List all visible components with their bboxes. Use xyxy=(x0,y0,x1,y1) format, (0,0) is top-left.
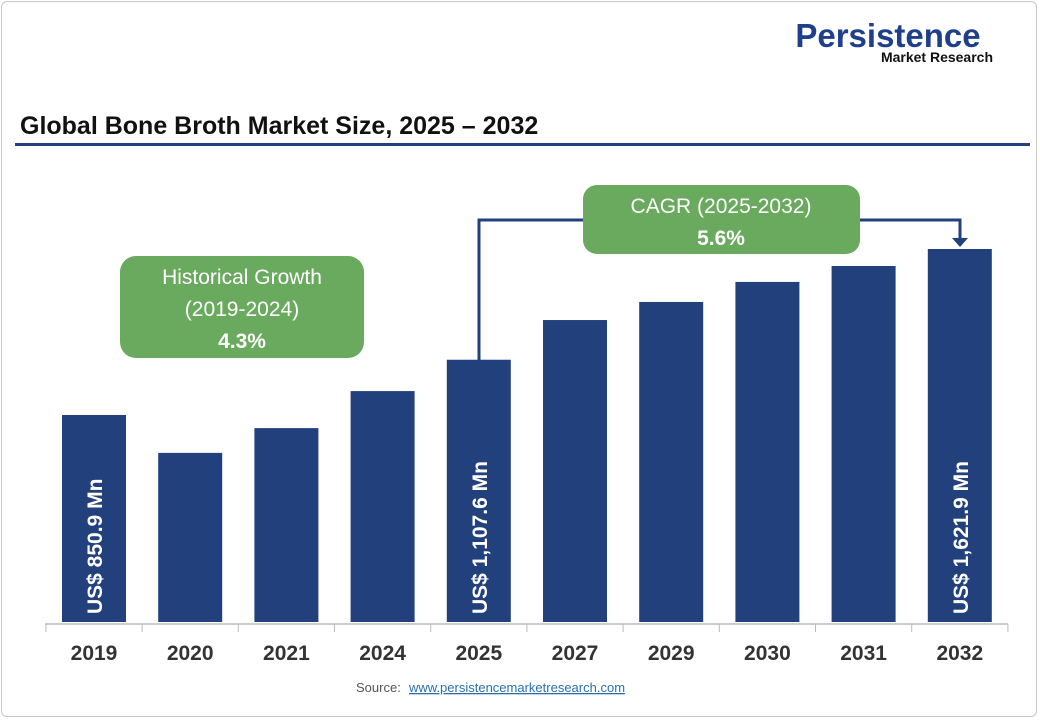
x-tick-label: 2021 xyxy=(263,642,310,665)
bar-2032 xyxy=(927,249,992,622)
historical-value: 4.3% xyxy=(218,330,266,353)
bar-2027 xyxy=(543,320,607,622)
arrow-down-icon xyxy=(952,238,968,247)
historical-period: (2019-2024) xyxy=(185,298,299,321)
bar-2031 xyxy=(831,265,896,622)
data-label: US$ 850.9 Mn xyxy=(84,479,107,614)
x-tick-label: 2029 xyxy=(648,642,695,665)
x-tick-label: 2030 xyxy=(744,642,791,665)
data-label: US$ 1,107.6 Mn xyxy=(469,461,492,614)
x-tick-label: 2019 xyxy=(71,642,118,665)
historical-label: Historical Growth xyxy=(162,266,322,289)
bar-2029 xyxy=(639,301,704,622)
bar-2025 xyxy=(446,359,511,622)
bar-2021 xyxy=(254,428,319,622)
source-link[interactable]: www.persistencemarketresearch.com xyxy=(408,680,625,695)
x-tick-label: 2025 xyxy=(455,642,502,665)
logo: Persistence Market Research xyxy=(795,17,993,65)
bar-2030 xyxy=(735,281,800,622)
bar-2024 xyxy=(350,391,415,622)
x-tick-label: 2032 xyxy=(936,642,983,665)
bar-2020 xyxy=(158,452,223,622)
historical-growth-callout: Historical Growth (2019-2024) 4.3% xyxy=(120,256,364,358)
cagr-label: CAGR (2025-2032) xyxy=(631,195,812,218)
x-tick-label: 2027 xyxy=(552,642,599,665)
x-tick-label: 2024 xyxy=(359,642,406,665)
logo-tagline: Market Research xyxy=(881,49,993,65)
cagr-value: 5.6% xyxy=(697,227,745,250)
chart-title: Global Bone Broth Market Size, 2025 – 20… xyxy=(20,112,538,140)
data-label: US$ 1,621.9 Mn xyxy=(950,461,973,614)
x-tick-label: 2020 xyxy=(167,642,214,665)
x-tick-label: 2031 xyxy=(840,642,887,665)
source-label: Source: xyxy=(356,680,401,695)
logo-name: Persistence xyxy=(795,17,980,54)
title-rule xyxy=(15,143,1030,146)
cagr-callout: CAGR (2025-2032) 5.6% xyxy=(583,185,860,254)
bar-2019 xyxy=(62,415,126,622)
